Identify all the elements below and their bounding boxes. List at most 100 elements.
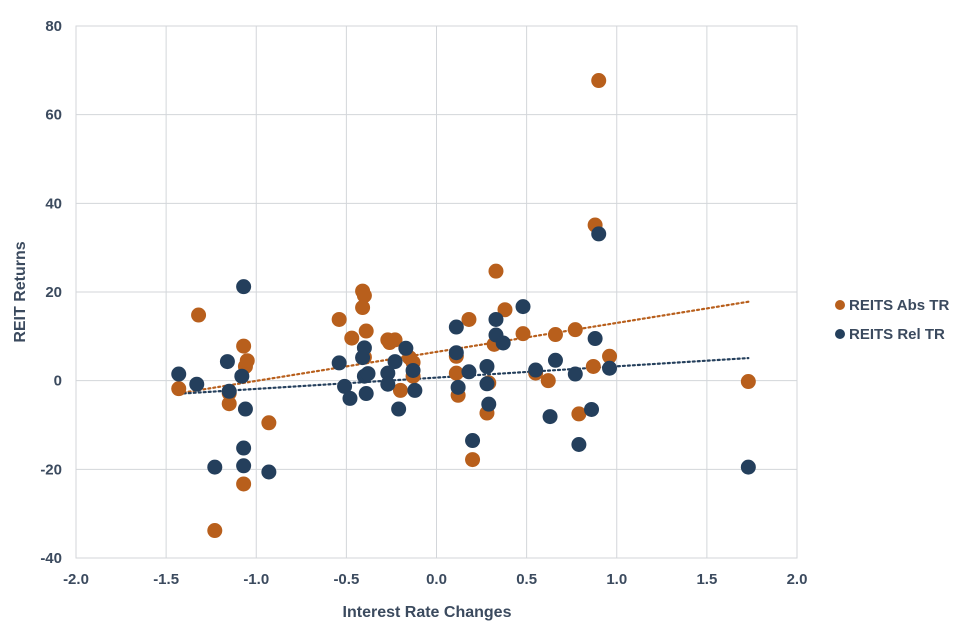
data-point: [571, 406, 587, 422]
data-point: [391, 401, 407, 417]
data-point: [337, 378, 353, 394]
data-point: [740, 374, 756, 390]
data-point: [387, 354, 403, 370]
data-point: [497, 302, 513, 318]
legend-item-rel: REITS Rel TR: [835, 326, 945, 343]
trendline-abs: [177, 300, 750, 395]
data-point: [461, 311, 477, 327]
data-point: [448, 319, 464, 335]
data-point: [587, 331, 603, 347]
legend-label-rel: REITS Rel TR: [849, 326, 945, 343]
data-point: [461, 364, 477, 380]
data-point: [567, 366, 583, 382]
x-tick-labels: -2.0 -1.5 -1.0 -0.5 0.0 0.5 1.0 1.5 2.0: [63, 571, 807, 588]
data-point: [221, 383, 237, 399]
data-point: [528, 362, 544, 378]
data-point: [380, 365, 396, 381]
x-tick-label: 1.5: [696, 571, 717, 588]
data-point: [207, 523, 223, 539]
data-point: [407, 382, 423, 398]
data-point: [356, 288, 372, 304]
data-point: [356, 340, 372, 356]
data-point: [344, 330, 360, 346]
data-point: [591, 73, 607, 89]
data-point: [479, 376, 495, 392]
x-tick-label: -2.0: [63, 571, 89, 588]
data-point: [261, 464, 277, 480]
data-point: [542, 409, 558, 425]
data-point: [189, 376, 205, 392]
y-tick-label: 0: [54, 373, 62, 390]
y-tick-labels: 80 60 40 20 0 -20 -40: [40, 18, 62, 567]
data-point: [567, 322, 583, 338]
data-point: [585, 358, 601, 374]
data-point: [547, 327, 563, 343]
series-abs: [171, 73, 756, 539]
y-tick-label: -40: [40, 550, 62, 567]
data-point: [380, 376, 396, 392]
data-point: [355, 300, 371, 316]
data-point: [488, 263, 504, 279]
y-axis-title: REIT Returns: [12, 241, 29, 342]
data-point: [358, 386, 374, 402]
data-point: [237, 401, 253, 417]
grid-layer: [75, 25, 798, 559]
data-point: [236, 458, 252, 474]
data-point: [398, 340, 414, 356]
data-point: [450, 379, 466, 395]
x-axis-title: Interest Rate Changes: [343, 604, 512, 621]
data-point: [405, 362, 421, 378]
data-point: [591, 226, 607, 242]
data-point: [239, 353, 255, 369]
data-point: [234, 368, 250, 384]
data-point: [465, 433, 481, 449]
x-tick-label: 0.5: [516, 571, 537, 588]
data-point: [358, 323, 374, 339]
data-point: [740, 459, 756, 475]
x-tick-label: -0.5: [333, 571, 359, 588]
data-point: [584, 401, 600, 417]
legend-item-abs: REITS Abs TR: [835, 297, 949, 314]
data-point: [191, 307, 207, 323]
legend: REITS Abs TR REITS Rel TR: [835, 297, 949, 343]
series-rel: [171, 226, 756, 480]
data-point: [448, 345, 464, 361]
legend-swatch-abs: [835, 300, 845, 310]
data-point: [547, 352, 563, 368]
data-point: [219, 354, 235, 370]
data-point: [331, 355, 347, 371]
data-point: [602, 360, 618, 376]
data-point: [465, 452, 481, 468]
data-point: [342, 390, 358, 406]
x-tick-label: 2.0: [787, 571, 808, 588]
data-point: [392, 382, 408, 398]
data-point: [236, 279, 252, 295]
y-tick-label: 60: [45, 107, 62, 124]
x-tick-label: -1.0: [243, 571, 269, 588]
data-point: [236, 440, 252, 456]
data-point: [495, 335, 511, 351]
points-layer: [171, 73, 756, 539]
x-tick-label: -1.5: [153, 571, 179, 588]
data-point: [221, 396, 237, 412]
data-point: [360, 366, 376, 382]
data-point: [515, 326, 531, 342]
legend-label-abs: REITS Abs TR: [849, 297, 949, 314]
y-tick-label: 80: [45, 18, 62, 35]
data-point: [171, 381, 187, 397]
data-point: [448, 365, 464, 381]
data-point: [488, 311, 504, 327]
data-point: [479, 358, 495, 374]
data-point: [387, 332, 403, 348]
y-tick-label: -20: [40, 461, 62, 478]
x-tick-label: 1.0: [606, 571, 627, 588]
data-point: [207, 459, 223, 475]
data-point: [236, 338, 252, 354]
data-point: [481, 396, 497, 412]
data-point: [515, 299, 531, 315]
data-point: [331, 311, 347, 327]
y-tick-label: 40: [45, 195, 62, 212]
data-point: [171, 366, 187, 382]
